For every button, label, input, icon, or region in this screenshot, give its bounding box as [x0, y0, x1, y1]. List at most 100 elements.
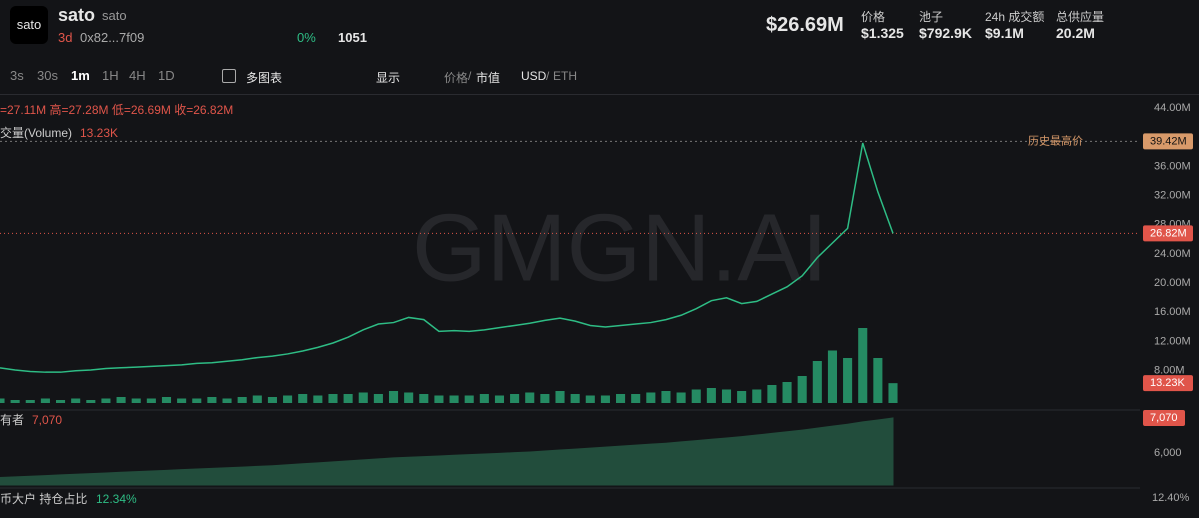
- volume-bar: [843, 358, 853, 403]
- stat-value: 20.2M: [1056, 25, 1095, 41]
- market-cap: $26.69M: [766, 14, 844, 36]
- ath-box: [1143, 133, 1193, 150]
- volume-bar: [479, 394, 489, 403]
- views: 1051: [338, 30, 367, 45]
- sep: /: [468, 69, 472, 83]
- whale-name: 币大户 持仓占比: [0, 491, 87, 506]
- y-tick-label: 32.00M: [1154, 189, 1191, 201]
- y-tick-label: 44.00M: [1154, 102, 1191, 114]
- stat-label: 总供应量: [1056, 10, 1105, 24]
- stat-value: $1.325: [861, 25, 904, 41]
- stat-value: $9.1M: [985, 25, 1024, 41]
- holders-last-label: 7,070: [1150, 412, 1178, 424]
- holders-area: [0, 417, 894, 486]
- volume-bar: [737, 391, 747, 403]
- volume-bar: [252, 395, 262, 403]
- volume-bar: [10, 400, 20, 403]
- volume-bar: [192, 398, 202, 403]
- volume-bar: [419, 394, 429, 403]
- address[interactable]: 0x82...7f09: [80, 30, 145, 45]
- volume-bar: [525, 392, 535, 403]
- stat-label: 24h 成交额: [985, 10, 1045, 24]
- volume-bar: [328, 394, 338, 403]
- price-toggle[interactable]: 价格: [444, 71, 469, 85]
- volume-bar: [858, 328, 868, 403]
- stat-label: 价格: [861, 10, 886, 24]
- interval[interactable]: 1H: [102, 68, 119, 83]
- holders-tick: 6,000: [1154, 447, 1182, 459]
- volume-bar: [404, 392, 414, 403]
- volume-bar: [721, 389, 732, 403]
- volume-last-label: 13.23K: [1150, 377, 1186, 389]
- volume-bar: [434, 395, 444, 403]
- price-line: [0, 142, 894, 373]
- token-symbol: sato: [102, 8, 127, 23]
- sep: /: [546, 69, 550, 83]
- watermark: GMGN.AI: [412, 194, 828, 301]
- volume-bar: [40, 398, 50, 403]
- checkbox[interactable]: [222, 69, 236, 83]
- volume-bar: [540, 394, 550, 403]
- interval[interactable]: 3s: [10, 68, 24, 83]
- token-name: sato: [58, 5, 96, 25]
- volume-bar: [222, 398, 232, 403]
- volume-bar: [616, 394, 626, 403]
- divider: [0, 94, 1199, 95]
- volume-bar: [146, 398, 156, 403]
- y-tick-label: 8.00M: [1154, 365, 1185, 377]
- volume-bar: [0, 398, 5, 403]
- interval[interactable]: 4H: [129, 68, 146, 83]
- volume-bar: [873, 358, 883, 403]
- volume-bar: [131, 398, 141, 403]
- volume-bar: [570, 394, 580, 403]
- volume-bar: [888, 383, 898, 403]
- volume-bar: [71, 398, 81, 403]
- eth-toggle[interactable]: ETH: [553, 69, 577, 83]
- volume-name: 交量(Volume): [0, 125, 72, 140]
- volume-bar: [706, 388, 716, 403]
- volume-bar: [797, 376, 807, 403]
- usd-toggle[interactable]: USD: [521, 69, 547, 83]
- y-tick-label: 12.00M: [1154, 335, 1191, 347]
- volume-bar: [464, 395, 474, 403]
- volume-bar: [691, 389, 701, 403]
- holders-last-box: [1143, 410, 1185, 426]
- volume-bar: [510, 394, 520, 403]
- volume-bar: [283, 395, 293, 403]
- volume-bar: [101, 398, 111, 403]
- whale-value: 12.34%: [96, 492, 137, 506]
- volume-bar: [358, 392, 368, 403]
- interval[interactable]: 1m: [71, 68, 90, 83]
- volume-bar: [116, 397, 126, 403]
- mcap-toggle[interactable]: 市值: [476, 71, 501, 85]
- volume-bar: [752, 389, 762, 403]
- change: 0%: [297, 30, 316, 45]
- stat-label: 池子: [919, 10, 944, 24]
- y-tick-label: 24.00M: [1154, 248, 1191, 260]
- holders-value: 7,070: [32, 413, 62, 427]
- volume-bar: [661, 391, 671, 403]
- ath-value: 39.42M: [1150, 135, 1187, 147]
- y-tick-label: 20.00M: [1154, 277, 1191, 289]
- multi-chart[interactable]: 多图表: [246, 71, 283, 85]
- volume-bar: [56, 400, 66, 403]
- volume-bar: [313, 395, 323, 403]
- volume-bar: [207, 397, 217, 403]
- y-tick-label: 36.00M: [1154, 160, 1191, 172]
- volume-last-box: [1143, 375, 1193, 392]
- volume-bar: [600, 395, 610, 403]
- volume-bar: [177, 398, 187, 403]
- stat-value: $792.9K: [919, 25, 972, 41]
- interval[interactable]: 1D: [158, 68, 175, 83]
- volume-bar: [827, 350, 837, 403]
- display[interactable]: 显示: [376, 71, 401, 85]
- volume-bar: [676, 392, 686, 403]
- volume-bar: [449, 395, 459, 403]
- last-box: [1143, 225, 1193, 242]
- ohlc: =27.11M 高=27.28M 低=26.69M 收=26.82M: [0, 102, 233, 117]
- volume-bar: [25, 400, 35, 403]
- interval[interactable]: 30s: [37, 68, 58, 83]
- volume-bar: [646, 392, 656, 403]
